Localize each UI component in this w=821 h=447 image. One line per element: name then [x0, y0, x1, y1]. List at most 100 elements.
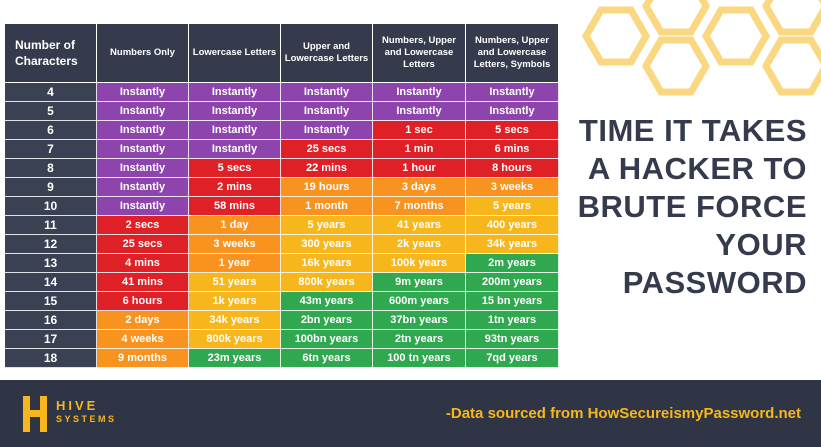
- hex-pattern-decoration: [581, 0, 821, 96]
- time-cell: 2bn years: [280, 310, 373, 330]
- time-cell: 37bn years: [372, 310, 466, 330]
- time-cell: Instantly: [280, 101, 373, 121]
- char-count-cell: 11: [4, 215, 97, 235]
- headline-line: TIME IT TAKES: [578, 113, 807, 148]
- table-row: 7 Instantly Instantly 25 secs 1 min 6 mins: [4, 139, 559, 159]
- table-body: 4 Instantly Instantly Instantly Instantly Ins…: [4, 82, 559, 368]
- time-cell: 800k years: [188, 329, 281, 349]
- char-count-cell: 15: [4, 291, 97, 311]
- time-cell: Instantly: [96, 82, 189, 102]
- headline-line: PASSWORD: [622, 265, 807, 300]
- time-cell: 3 days: [372, 177, 466, 197]
- hive-logo-icon: [23, 396, 47, 432]
- table-row: 12 25 secs 3 weeks 300 years 2k years 34k yea…: [4, 234, 559, 254]
- time-cell: 1 month: [280, 196, 373, 216]
- time-cell: 1 hour: [372, 158, 466, 178]
- time-cell: 25 secs: [96, 234, 189, 254]
- time-cell: 800k years: [280, 272, 373, 292]
- time-cell: 2m years: [465, 253, 559, 273]
- time-cell: 8 hours: [465, 158, 559, 178]
- time-cell: 41 mins: [96, 272, 189, 292]
- page-headline: TIME IT TAKES A HACKER TO BRUTE FORCE YO…: [547, 112, 807, 302]
- header-num-characters: Number of Characters: [4, 23, 97, 83]
- time-cell: Instantly: [188, 139, 281, 159]
- char-count-cell: 5: [4, 101, 97, 121]
- time-cell: 1k years: [188, 291, 281, 311]
- time-cell: Instantly: [188, 101, 281, 121]
- headline-line: YOUR: [715, 227, 807, 262]
- char-count-cell: 6: [4, 120, 97, 140]
- time-cell: Instantly: [188, 120, 281, 140]
- time-cell: 23m years: [188, 348, 281, 368]
- table-row: 8 Instantly 5 secs 22 mins 1 hour 8 hours: [4, 158, 559, 178]
- table-row: 5 Instantly Instantly Instantly Instantly Ins…: [4, 101, 559, 121]
- char-count-cell: 17: [4, 329, 97, 349]
- time-cell: 1 sec: [372, 120, 466, 140]
- logo-text-top: HIVE: [56, 398, 99, 413]
- time-cell: 1 min: [372, 139, 466, 159]
- char-count-cell: 16: [4, 310, 97, 330]
- char-count-cell: 12: [4, 234, 97, 254]
- table-row: 15 6 hours 1k years 43m years 600m years 15 b…: [4, 291, 559, 311]
- time-cell: 1tn years: [465, 310, 559, 330]
- time-cell: 41 years: [372, 215, 466, 235]
- footer-bar: HIVE SYSTEMS -Data sourced from HowSecur…: [0, 380, 821, 447]
- header-column: Numbers Only: [96, 23, 189, 83]
- headline-line: BRUTE FORCE: [577, 189, 807, 224]
- time-cell: 7 months: [372, 196, 466, 216]
- time-cell: 3 weeks: [465, 177, 559, 197]
- time-cell: 3 weeks: [188, 234, 281, 254]
- time-cell: 200m years: [465, 272, 559, 292]
- time-cell: Instantly: [465, 82, 559, 102]
- time-cell: 2k years: [372, 234, 466, 254]
- hive-systems-logo: HIVE SYSTEMS: [20, 394, 150, 434]
- time-cell: 4 weeks: [96, 329, 189, 349]
- time-cell: Instantly: [465, 101, 559, 121]
- time-cell: 6tn years: [280, 348, 373, 368]
- time-cell: Instantly: [372, 82, 466, 102]
- time-cell: 4 mins: [96, 253, 189, 273]
- time-cell: 43m years: [280, 291, 373, 311]
- table-row: 11 2 secs 1 day 5 years 41 years 400 years: [4, 215, 559, 235]
- char-count-cell: 14: [4, 272, 97, 292]
- time-cell: 34k years: [188, 310, 281, 330]
- time-cell: Instantly: [280, 120, 373, 140]
- time-cell: 51 years: [188, 272, 281, 292]
- time-cell: 2 mins: [188, 177, 281, 197]
- logo-text-bottom: SYSTEMS: [56, 414, 117, 424]
- table-row: 18 9 months 23m years 6tn years 100 tn years…: [4, 348, 559, 368]
- time-cell: 9m years: [372, 272, 466, 292]
- time-cell: 9 months: [96, 348, 189, 368]
- char-count-cell: 18: [4, 348, 97, 368]
- time-cell: Instantly: [96, 139, 189, 159]
- time-cell: 2 days: [96, 310, 189, 330]
- table-row: 13 4 mins 1 year 16k years 100k years 2m year…: [4, 253, 559, 273]
- table-row: 9 Instantly 2 mins 19 hours 3 days 3 weeks: [4, 177, 559, 197]
- time-cell: 5 years: [280, 215, 373, 235]
- char-count-cell: 7: [4, 139, 97, 159]
- time-cell: Instantly: [188, 82, 281, 102]
- header-column: Lowercase Letters: [188, 23, 281, 83]
- time-cell: 100 tn years: [372, 348, 466, 368]
- time-cell: Instantly: [96, 120, 189, 140]
- data-source-note: -Data sourced from HowSecureismyPassword…: [445, 405, 801, 422]
- time-cell: 16k years: [280, 253, 373, 273]
- char-count-cell: 13: [4, 253, 97, 273]
- time-cell: 300 years: [280, 234, 373, 254]
- char-count-cell: 4: [4, 82, 97, 102]
- char-count-cell: 10: [4, 196, 97, 216]
- time-cell: Instantly: [280, 82, 373, 102]
- time-cell: 1 year: [188, 253, 281, 273]
- time-cell: 22 mins: [280, 158, 373, 178]
- table-row: 17 4 weeks 800k years 100bn years 2tn years 9…: [4, 329, 559, 349]
- time-cell: 600m years: [372, 291, 466, 311]
- time-cell: 7qd years: [465, 348, 559, 368]
- time-cell: Instantly: [96, 158, 189, 178]
- char-count-cell: 8: [4, 158, 97, 178]
- time-cell: 2 secs: [96, 215, 189, 235]
- time-cell: 5 secs: [465, 120, 559, 140]
- table-row: 16 2 days 34k years 2bn years 37bn years 1tn …: [4, 310, 559, 330]
- header-column: Numbers, Upper and Lowercase Letters: [372, 23, 466, 83]
- time-cell: 58 mins: [188, 196, 281, 216]
- table-row: 10 Instantly 58 mins 1 month 7 months 5 years: [4, 196, 559, 216]
